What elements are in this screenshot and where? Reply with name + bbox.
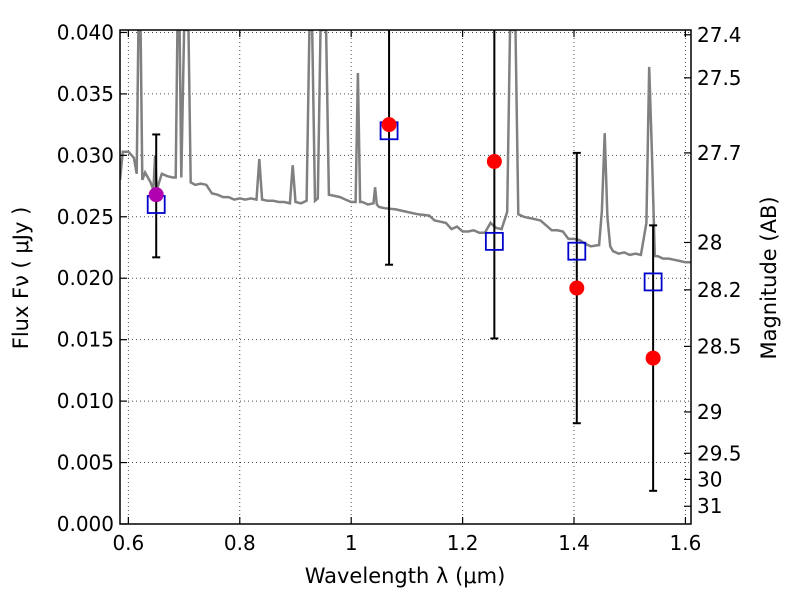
y2-tick-label: 28 [697,230,722,254]
y-tick-label: 0.015 [57,328,114,352]
y2-axis-ticks: 27.4 27.5 27.7 28 28.2 28.5 29 29.530 31 [684,23,742,518]
model-square [484,231,504,251]
y2-tick-label: 27.7 [697,141,742,165]
x-axis-label: Wavelength λ (μm) [305,564,506,588]
y-axis-ticks: 0.000 0.005 0.010 0.015 0.020 0.025 0.030 0.035… [57,20,127,536]
observed-point [148,187,164,203]
observed-point [645,350,661,366]
y2-tick-label: 31 [697,494,722,518]
x-tick-label: 0.8 [224,531,256,555]
template-spectrum-line [120,30,691,264]
model-points [146,121,663,292]
y-tick-label: 0.035 [57,82,114,106]
y2-tick-label: 30 [697,467,722,491]
y-tick-label: 0.025 [57,205,114,229]
x-tick-label: 1.4 [558,531,590,555]
x-tick-label: 1.6 [670,531,702,555]
plot-frame [119,29,692,525]
y-tick-label: 0.020 [57,266,114,290]
x-tick-label: 1.2 [447,531,479,555]
y-tick-label: 0.040 [57,20,114,44]
observed-point [381,117,397,133]
y2-tick-label: 29.5 [697,441,742,465]
y2-axis-label: Magnitude (AB) [757,196,781,359]
y-tick-label: 0.000 [57,512,114,536]
x-tick-label: 0.6 [112,531,144,555]
observed-point [569,280,585,296]
model-square [567,241,587,261]
error-bars [152,30,658,492]
y-axis-label: Flux Fν ( μJy ) [9,207,33,350]
y2-tick-label: 28.5 [697,334,742,358]
y-tick-label: 0.010 [57,389,114,413]
y2-tick-label: 27.4 [697,23,742,47]
observed-point [486,153,502,169]
model-square [643,272,663,292]
y2-tick-label: 28.2 [697,278,742,302]
grid [120,30,691,525]
y-tick-label: 0.005 [57,451,114,475]
x-axis-ticks: 0.6 0.8 1 1.2 1.4 1.6 [112,30,701,555]
y2-tick-label: 29 [697,400,722,424]
observed-points [148,117,661,366]
y-tick-label: 0.030 [57,143,114,167]
x-tick-label: 1 [345,531,358,555]
y2-tick-label: 27.5 [697,66,742,90]
